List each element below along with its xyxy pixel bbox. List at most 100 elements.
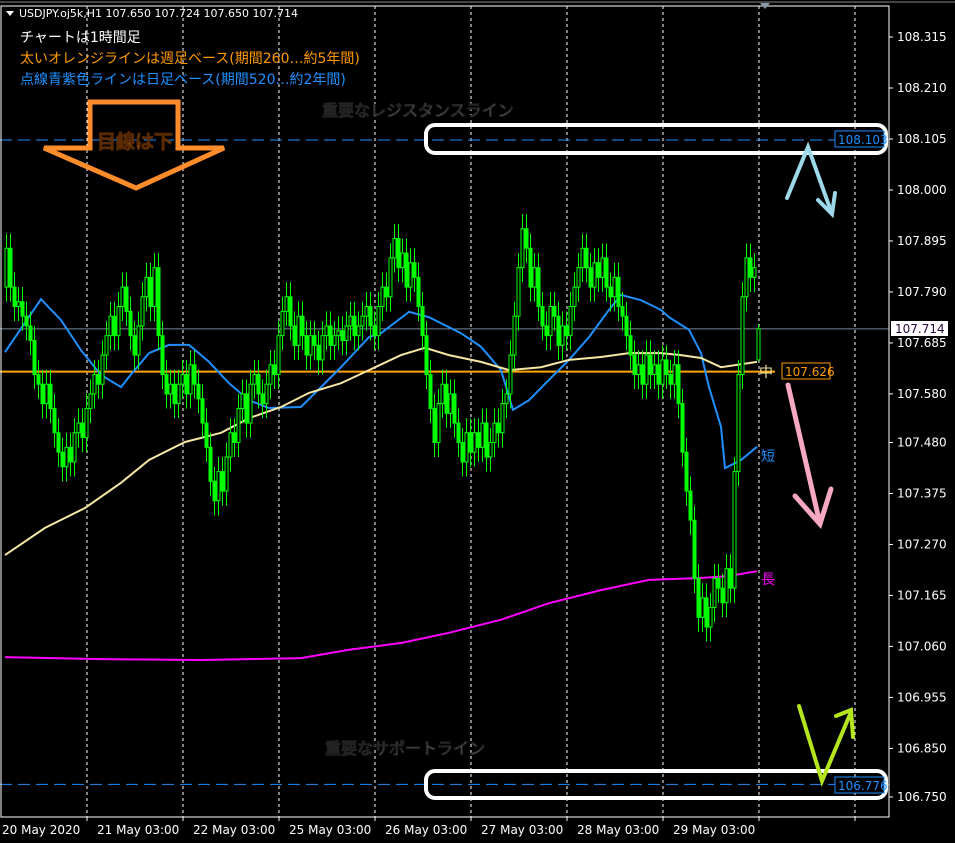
candle <box>200 384 205 438</box>
candle <box>172 369 177 419</box>
candle-body <box>88 393 93 409</box>
candle <box>516 253 521 331</box>
candle <box>128 296 133 351</box>
candle-body <box>364 306 369 317</box>
candle-body <box>104 335 109 356</box>
bounce-arrowhead-icon <box>816 191 837 219</box>
candle-body <box>612 276 617 298</box>
candle-body <box>192 364 197 385</box>
candle <box>660 345 665 399</box>
candle <box>484 408 489 472</box>
candle-body <box>692 519 697 579</box>
candle-body <box>44 383 49 405</box>
candle-body <box>128 310 133 337</box>
candle-body <box>424 335 429 375</box>
price-tick-label: 108.105 <box>897 132 947 146</box>
candle <box>456 408 461 458</box>
candle <box>612 262 617 312</box>
candle <box>360 301 365 341</box>
candle <box>344 311 349 356</box>
candle <box>424 321 429 390</box>
candle <box>412 248 417 292</box>
candle-body <box>496 422 501 434</box>
symbol-ohlc-line: USDJPY.oj5k,H1 107.650 107.724 107.650 1… <box>19 7 298 20</box>
candle-body <box>580 247 585 269</box>
candle-body <box>184 373 189 395</box>
candle <box>188 350 193 409</box>
candle <box>316 330 321 375</box>
candle <box>388 243 393 312</box>
candle <box>688 476 693 535</box>
candle-body <box>8 247 13 288</box>
candle-body <box>216 471 221 502</box>
candle <box>164 359 169 409</box>
candle-body <box>4 247 9 288</box>
candle <box>156 253 161 351</box>
candle <box>176 369 181 419</box>
candle <box>584 233 589 283</box>
candle <box>212 466 217 516</box>
candle-body <box>596 262 601 278</box>
candle <box>704 583 709 642</box>
candle <box>244 379 249 438</box>
candle-body <box>244 393 249 424</box>
candle <box>680 389 685 467</box>
candle-body <box>616 276 621 308</box>
time-axis[interactable]: 20 May 2020 21 May 03:00 22 May 03:00 25 Ma… <box>2 817 856 837</box>
candle-body <box>700 597 705 618</box>
candle <box>652 350 657 390</box>
candle-body <box>564 325 569 337</box>
shift-marker-icon[interactable] <box>760 3 770 9</box>
candle <box>596 248 601 292</box>
candle <box>24 301 29 341</box>
candle-body <box>684 451 689 492</box>
candle <box>36 359 41 399</box>
candle <box>304 321 309 370</box>
candle <box>744 243 749 312</box>
candle-body <box>380 286 385 308</box>
price-tick-label: 106.750 <box>897 790 947 804</box>
candle-body <box>652 364 657 375</box>
candle-body <box>388 257 393 298</box>
current-price-tag: 107.714 <box>891 321 948 336</box>
candle-body <box>632 354 637 375</box>
candle-body <box>328 325 333 346</box>
candle-body <box>372 325 377 337</box>
candle <box>696 563 701 632</box>
candle <box>300 301 305 351</box>
price-axis[interactable]: 108.315 108.210 108.105 108.000 107.895 107.7… <box>889 30 947 804</box>
candle <box>108 301 113 351</box>
candle <box>408 248 413 302</box>
candle-body <box>576 267 581 288</box>
candle-body <box>196 383 201 400</box>
candle-body <box>676 364 681 405</box>
candle <box>400 238 405 283</box>
candle <box>8 233 13 302</box>
price-tick-label: 107.060 <box>897 639 947 653</box>
candle <box>340 316 345 356</box>
candle-body <box>224 456 229 492</box>
down-arrow-icon <box>43 99 226 191</box>
candle-body <box>56 432 61 453</box>
long-ma-line <box>4 570 758 662</box>
candle <box>728 554 733 603</box>
candle-body <box>348 315 353 327</box>
candle-body <box>672 364 677 385</box>
candle-body <box>748 257 753 278</box>
candle <box>604 243 609 302</box>
candle-body <box>240 393 245 409</box>
candle-body <box>360 315 365 327</box>
candle <box>272 350 277 390</box>
candle-body <box>284 296 289 312</box>
candle <box>328 311 333 360</box>
candle <box>452 379 457 438</box>
candle-body <box>204 422 209 448</box>
candle <box>472 418 477 467</box>
candle-body <box>472 432 477 453</box>
candle <box>488 427 493 472</box>
collapse-triangle-icon[interactable] <box>6 11 14 16</box>
candle-body <box>344 325 349 342</box>
candle <box>324 311 329 351</box>
mid-ma-tag: 中 <box>759 365 773 381</box>
